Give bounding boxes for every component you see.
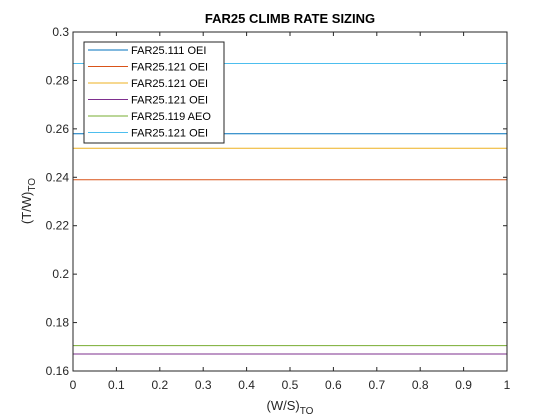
- legend-box: [83, 41, 225, 144]
- y-tick-label: 0.18: [46, 316, 70, 330]
- y-tick-label: 0.24: [46, 170, 70, 184]
- x-tick-label: 0.8: [412, 378, 429, 392]
- y-axis-label-subscript: TO: [27, 178, 38, 192]
- x-tick-label: 1: [504, 378, 511, 392]
- x-tick-label: 0.7: [368, 378, 385, 392]
- x-tick-label: 0.2: [151, 378, 168, 392]
- x-axis-label: (W/S)TO: [267, 398, 314, 417]
- legend-label-5: FAR25.119 AEO: [131, 111, 211, 123]
- legend-label-2: FAR25.121 OEI: [131, 62, 208, 74]
- legend: FAR25.111 OEI FAR25.121 OEI FAR25.121 OEI F…: [83, 41, 225, 144]
- x-tick-label: 0.1: [108, 378, 125, 392]
- x-tick-label: 0.3: [195, 378, 212, 392]
- x-axis-label-main: (W/S): [267, 398, 300, 413]
- legend-label-6: FAR25.121 OEI: [131, 128, 208, 140]
- y-tick-label: 0.22: [46, 219, 70, 233]
- x-tick-label: 0.9: [455, 378, 472, 392]
- x-tick-label: 0.4: [238, 378, 255, 392]
- y-axis-label-main: (T/W): [19, 192, 34, 224]
- x-tick-label: 0.5: [282, 378, 299, 392]
- legend-label-4: FAR25.121 OEI: [131, 95, 208, 107]
- x-axis-label-subscript: TO: [300, 406, 314, 417]
- y-axis: 0.16 0.18 0.2 0.22 0.24 0.26 0.28 0.3: [46, 25, 507, 378]
- x-tick-label: 0: [70, 378, 77, 392]
- x-tick-label: 0.6: [325, 378, 342, 392]
- y-tick-label: 0.26: [46, 122, 70, 136]
- y-tick-label: 0.28: [46, 73, 70, 87]
- y-tick-label: 0.16: [46, 364, 70, 378]
- chart-title: FAR25 CLIMB RATE SIZING: [205, 11, 375, 26]
- y-tick-label: 0.3: [52, 25, 69, 39]
- y-tick-label: 0.2: [52, 267, 69, 281]
- legend-label-3: FAR25.121 OEI: [131, 78, 208, 90]
- y-axis-label: (T/W)TO: [19, 178, 38, 224]
- legend-label-1: FAR25.111 OEI: [131, 45, 206, 57]
- x-axis: 0 0.1 0.2 0.3 0.4 0.5 0.6 0.7 0.8 0.9 1: [70, 32, 511, 392]
